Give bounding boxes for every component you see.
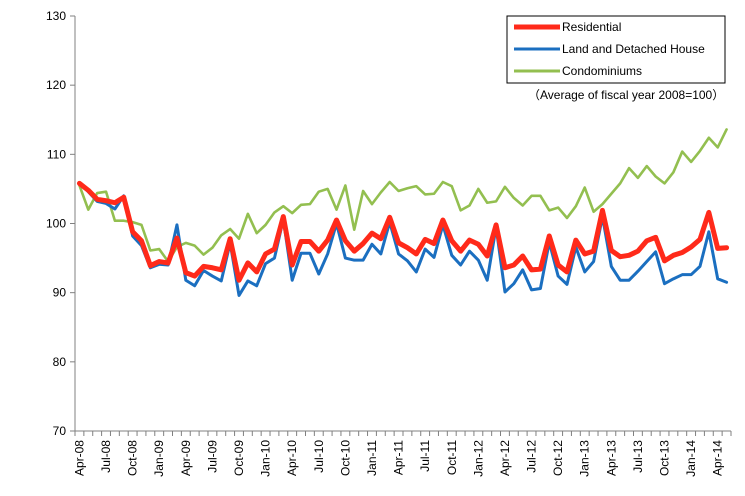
x-tick-label: Jan-09 [152,440,166,477]
x-tick-label: Jan-12 [471,440,485,477]
series-line-land-and-detached-house [77,181,729,297]
x-tick-label: Apr-13 [604,440,618,476]
x-tick-label: Oct-09 [232,440,246,476]
x-tick-label: Jan-14 [684,440,698,477]
y-tick-label: 110 [47,147,66,161]
chart-note: （Average of fiscal year 2008=100） [528,88,724,102]
x-tick-label: Jan-13 [578,440,592,477]
x-tick-label: Jul-08 [99,440,113,473]
x-tick-label: Apr-11 [392,440,406,475]
y-tick-label: 90 [53,286,67,300]
x-tick-label: Oct-10 [338,440,352,476]
y-tick-label: 80 [53,355,67,369]
x-tick-label: Jan-10 [259,440,273,477]
y-tick-label: 120 [46,78,66,92]
x-tick-label: Jul-09 [205,440,219,473]
y-tick-label: 100 [46,217,66,231]
series-layer [76,128,730,297]
x-tick-label: Jul-13 [631,440,645,473]
x-tick-label: Jan-11 [365,440,379,476]
x-tick-label: Apr-10 [285,440,299,476]
axes-layer: 70 80 90 100 110 120 130 Apr-08 Jul-08 Oct-08 Jan-… [46,9,732,477]
x-tick-label: Apr-09 [179,440,193,476]
x-tick-label: Oct-08 [126,440,140,476]
legend-label-land-and-detached-house: Land and Detached House [562,42,705,56]
x-tick-label: Apr-14 [711,440,725,476]
y-tick-label: 70 [53,424,67,438]
x-tick-label: Apr-08 [72,440,86,476]
legend-label-condominiums: Condominiums [562,64,642,78]
x-tick-label: Oct-11 [445,440,459,475]
series-line-residential [76,180,730,283]
x-tick-label: Oct-12 [551,440,565,476]
legend-label-residential: Residential [562,20,621,34]
y-tick-label: 130 [46,9,66,23]
x-tick-label: Oct-13 [658,440,672,476]
x-tick-label: Apr-12 [498,440,512,476]
x-tick-label: Jul-10 [312,440,326,473]
series-line-condominiums [78,128,728,263]
x-tick-label: Jul-11 [418,440,432,472]
x-tick-label: Jul-12 [525,440,539,473]
legend: Residential Land and Detached House Cond… [506,15,726,84]
